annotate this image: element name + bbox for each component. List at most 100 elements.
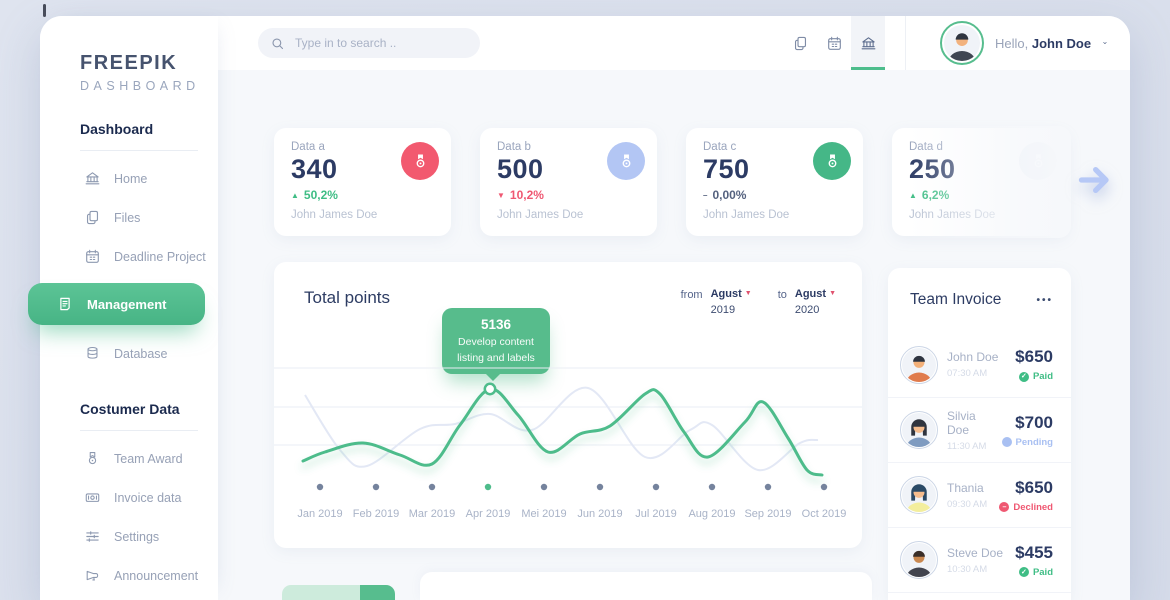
sidebar-item-deadline-project[interactable]: Deadline Project: [40, 237, 218, 276]
sidebar-item-management[interactable]: Management: [28, 283, 205, 325]
stat-owner: John James Doe: [497, 209, 584, 221]
topbar: Hello, John Doe: [218, 16, 1130, 70]
x-axis-label: Oct 2019: [802, 508, 847, 520]
invoice-amount: $700: [1015, 412, 1053, 432]
from-label: from: [680, 289, 703, 301]
avatar-illustration: [902, 543, 936, 577]
sidebar-item-invoice-data[interactable]: Invoice data: [40, 478, 218, 517]
invoice-row[interactable]: John Doe 07:30 AM $650 ✓ Paid: [888, 332, 1071, 397]
team-invoice-card: Team Invoice ••• John Doe 07:30 AM $650 ✓ Pa…: [888, 268, 1071, 600]
sidebar-item-label: Management: [87, 296, 167, 312]
sidebar-item-database[interactable]: Database: [40, 334, 218, 373]
tooltip-value: 5136: [480, 317, 512, 332]
sidebar-item-label: Team Award: [114, 451, 183, 466]
bank-icon: [84, 170, 101, 187]
sidebar-item-team-award[interactable]: Team Award: [40, 439, 218, 478]
status-badge: – Declined: [999, 502, 1053, 513]
invoice-person: John Doe 07:30 AM: [947, 350, 1006, 379]
files-icon: [792, 35, 809, 52]
next-arrow-button[interactable]: [1074, 160, 1114, 200]
month-dot[interactable]: [484, 483, 492, 491]
invoice-name: Steve Doe: [947, 545, 1004, 560]
avatar: [900, 345, 938, 384]
toggle-segment-dark[interactable]: [360, 585, 395, 600]
month-dot[interactable]: [540, 483, 548, 491]
topbar-tab-bank[interactable]: [851, 16, 885, 70]
avatar: [900, 541, 938, 579]
megaphone-icon: [84, 567, 101, 584]
status-declined-icon: –: [999, 502, 1010, 512]
status-paid-icon: ✓: [1018, 567, 1029, 577]
x-axis-label: Mei 2019: [521, 508, 566, 520]
sidebar-section-title: Costumer Data: [80, 401, 180, 417]
month-dot[interactable]: [316, 483, 324, 491]
month-dot[interactable]: [820, 483, 828, 491]
stat-card-data-c: Data c 750 –0,00% John James Doe: [686, 128, 863, 236]
invoice-time: 10:30 AM: [947, 563, 988, 575]
x-axis-label: Jun 2019: [577, 508, 622, 520]
month-dot[interactable]: [708, 483, 716, 491]
topbar-divider: [905, 16, 906, 70]
arrow-right-icon: [1074, 160, 1114, 200]
scroll-icon: [56, 295, 74, 313]
chart-tooltip: 5136 Develop content listing and labels: [442, 308, 550, 381]
medal-solid-icon: [823, 152, 842, 171]
toggle-segment-light[interactable]: [282, 585, 360, 600]
sidebar-item-label: Files: [114, 210, 141, 225]
month-dot[interactable]: [372, 483, 380, 491]
invoice-time: 09:30 AM: [947, 498, 988, 510]
caret-down-icon: ▼: [829, 290, 836, 297]
stat-delta-text: 50,2%: [303, 188, 338, 202]
invoice-amount-block: $650 ✓ Paid: [1015, 347, 1053, 382]
sidebar-item-announcement[interactable]: Announcement: [40, 556, 218, 595]
month-dot[interactable]: [652, 483, 660, 491]
month-dot[interactable]: [764, 483, 772, 491]
medal-solid-icon: [411, 152, 430, 171]
stat-card-data-b: Data b 500 ▼ 10,2% John James Doe: [480, 128, 657, 236]
sidebar-item-label: Settings: [114, 529, 160, 544]
invoice-row[interactable]: [888, 592, 1071, 600]
invoice-row[interactable]: Steve Doe 10:30 AM $455 ✓ Paid: [888, 527, 1071, 592]
status-label: Pending: [1015, 436, 1053, 448]
invoice-row[interactable]: Silvia Doe 11:30 AM $700 Pending: [888, 397, 1071, 462]
chevron-down-icon[interactable]: [1102, 35, 1108, 51]
search-icon: [270, 36, 285, 51]
stat-label: Data c: [703, 141, 737, 153]
status-label: Paid: [1032, 566, 1053, 578]
bottom-card: [420, 572, 872, 600]
sidebar-section-divider: [80, 150, 198, 151]
sidebar-item-files[interactable]: Files: [40, 198, 218, 237]
sidebar-item-home[interactable]: Home: [40, 159, 218, 198]
topbar-tab-calendar[interactable]: [817, 16, 851, 70]
stat-value: 750: [703, 154, 750, 184]
avatar[interactable]: [940, 21, 984, 65]
invoice-row[interactable]: Thania 09:30 AM $650– Declined: [888, 462, 1071, 527]
from-month-select[interactable]: Agust ▼: [710, 288, 752, 300]
trend-up-icon: ▲: [291, 190, 299, 200]
money-icon: [84, 489, 101, 506]
sidebar-item-label: Announcement: [114, 568, 199, 583]
search-input[interactable]: [293, 35, 468, 51]
bottom-toggle[interactable]: [282, 585, 395, 600]
profile-menu[interactable]: Hello, John Doe: [940, 16, 1108, 70]
highlight-marker[interactable]: [483, 382, 497, 396]
range-to: to Agust ▼ 2020: [778, 288, 836, 316]
x-axis-label: Jan 2019: [297, 508, 342, 520]
stat-card-data-a: Data a 340 ▲ 50,2% John James Doe: [274, 128, 451, 236]
month-dot[interactable]: [596, 483, 604, 491]
month-dot[interactable]: [428, 483, 436, 491]
stat-cards-row: Data a 340 ▲ 50,2% John James Doe Data b 500 ▼ 1…: [274, 126, 1071, 238]
more-menu-icon[interactable]: •••: [1036, 294, 1053, 306]
sidebar-sections: Dashboard Home Files Deadline Project Manage…: [28, 121, 218, 595]
sidebar-item-settings[interactable]: Settings: [40, 517, 218, 556]
topbar-tab-files[interactable]: [783, 16, 817, 70]
files-icon: [84, 209, 101, 226]
sidebar-item-label: Deadline Project: [114, 249, 206, 264]
x-axis-label: Sep 2019: [744, 508, 791, 520]
medal-icon: [84, 450, 101, 467]
topbar-icon-tabs: [783, 16, 885, 70]
to-label: to: [777, 289, 787, 301]
to-month-select[interactable]: Agust ▼: [794, 288, 836, 300]
search-bar[interactable]: [258, 28, 480, 58]
